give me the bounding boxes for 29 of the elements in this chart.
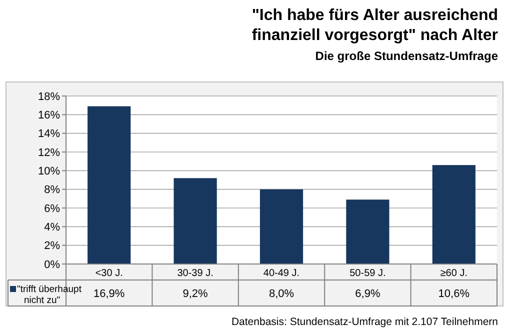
bar bbox=[346, 200, 390, 264]
x-tick-label: 50-59 J. bbox=[350, 268, 386, 279]
y-tick-label: 16% bbox=[38, 110, 60, 122]
x-tick-label: 30-39 J. bbox=[177, 268, 214, 279]
data-label: 6,9% bbox=[355, 288, 380, 300]
y-tick-label: 10% bbox=[38, 166, 60, 178]
bar bbox=[174, 178, 217, 264]
bar bbox=[88, 106, 131, 264]
y-tick-label: 14% bbox=[38, 128, 60, 140]
y-tick-label: 4% bbox=[44, 222, 60, 234]
y-tick-label: 8% bbox=[44, 184, 60, 196]
legend-label: "trifft überhaupt nicht zu" bbox=[17, 284, 82, 306]
text: Datenbasis: Stundensatz-Umfrage mit 2.107 Teilnehmern bbox=[231, 316, 498, 328]
data-label: 9,2% bbox=[182, 288, 208, 300]
x-tick-label: <30 J. bbox=[95, 268, 123, 279]
y-tick-label: 18% bbox=[38, 90, 60, 103]
y-tick-label: 2% bbox=[44, 240, 60, 252]
x-tick-label: ≥60 J. bbox=[440, 268, 468, 279]
chart-title: "Ich habe fürs Alter ausreichend finanziell vorgesorgt" nach Alter bbox=[252, 7, 498, 44]
x-tick-label: 40-49 J. bbox=[263, 268, 300, 279]
y-tick-label: 6% bbox=[44, 202, 60, 215]
data-label: 16,9% bbox=[94, 288, 125, 300]
bar bbox=[260, 189, 304, 264]
bar bbox=[432, 165, 476, 264]
data-label: 8,0% bbox=[268, 288, 294, 300]
data-label: 10,6% bbox=[438, 288, 470, 300]
chart-subtitle: Die große Stundensatz-Umfrage bbox=[315, 49, 498, 63]
y-tick-label: 0% bbox=[44, 258, 60, 271]
y-tick-label: 12% bbox=[38, 146, 60, 159]
